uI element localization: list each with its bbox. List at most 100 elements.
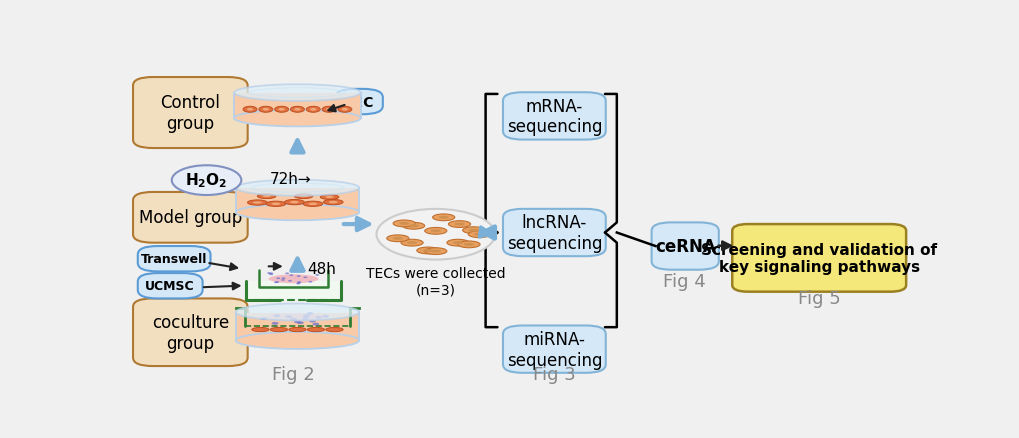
Circle shape <box>171 166 242 195</box>
Circle shape <box>293 321 301 324</box>
Text: mRNA-
sequencing: mRNA- sequencing <box>506 97 601 136</box>
Text: Fig 3: Fig 3 <box>533 365 575 383</box>
Ellipse shape <box>463 227 484 234</box>
Text: Control
group: Control group <box>160 94 220 133</box>
Ellipse shape <box>468 229 478 232</box>
Circle shape <box>315 316 322 319</box>
Ellipse shape <box>259 107 272 113</box>
Ellipse shape <box>424 228 446 235</box>
Ellipse shape <box>328 201 337 204</box>
Ellipse shape <box>234 85 361 102</box>
Ellipse shape <box>262 196 270 198</box>
Circle shape <box>280 279 284 281</box>
Ellipse shape <box>266 314 328 320</box>
Ellipse shape <box>253 202 262 204</box>
Text: miRNA-
sequencing: miRNA- sequencing <box>506 330 601 369</box>
Ellipse shape <box>303 201 322 207</box>
Ellipse shape <box>278 109 284 111</box>
Ellipse shape <box>417 247 438 254</box>
Circle shape <box>307 312 313 315</box>
Ellipse shape <box>452 242 463 245</box>
Ellipse shape <box>307 328 324 332</box>
Ellipse shape <box>430 230 440 233</box>
Ellipse shape <box>294 194 313 199</box>
Ellipse shape <box>268 275 318 284</box>
Circle shape <box>287 280 291 282</box>
Ellipse shape <box>392 220 415 227</box>
Text: coculture
group: coculture group <box>152 313 228 352</box>
Text: $\mathbf{H_2O_2}$: $\mathbf{H_2O_2}$ <box>185 171 227 190</box>
Ellipse shape <box>235 332 359 349</box>
FancyBboxPatch shape <box>138 273 203 299</box>
Circle shape <box>271 322 278 325</box>
Ellipse shape <box>432 215 454 221</box>
Ellipse shape <box>398 223 409 226</box>
Ellipse shape <box>235 205 359 221</box>
Ellipse shape <box>294 109 301 111</box>
Ellipse shape <box>323 200 342 205</box>
Circle shape <box>303 277 307 279</box>
Ellipse shape <box>252 328 269 332</box>
Text: lncRNA-
sequencing: lncRNA- sequencing <box>506 214 601 252</box>
Ellipse shape <box>263 109 269 111</box>
Ellipse shape <box>438 216 448 219</box>
Ellipse shape <box>270 328 287 332</box>
Ellipse shape <box>422 249 433 252</box>
Ellipse shape <box>248 201 267 206</box>
Ellipse shape <box>424 248 446 255</box>
FancyBboxPatch shape <box>138 247 210 272</box>
Circle shape <box>297 282 301 284</box>
Ellipse shape <box>474 233 484 236</box>
FancyBboxPatch shape <box>335 90 382 115</box>
Circle shape <box>309 320 316 323</box>
FancyBboxPatch shape <box>132 78 248 148</box>
FancyBboxPatch shape <box>246 281 340 300</box>
Ellipse shape <box>400 240 423 247</box>
Circle shape <box>322 315 329 318</box>
Circle shape <box>302 318 309 320</box>
FancyBboxPatch shape <box>132 193 248 243</box>
Ellipse shape <box>409 225 419 228</box>
Ellipse shape <box>300 196 308 198</box>
Circle shape <box>315 275 319 276</box>
Circle shape <box>273 314 280 318</box>
Ellipse shape <box>310 109 316 111</box>
Ellipse shape <box>288 328 306 332</box>
Text: TECs were collected
(n=3): TECs were collected (n=3) <box>366 267 505 297</box>
Ellipse shape <box>235 180 359 196</box>
Circle shape <box>297 276 301 277</box>
Circle shape <box>297 321 304 325</box>
Circle shape <box>308 281 312 283</box>
Ellipse shape <box>392 237 403 240</box>
FancyBboxPatch shape <box>502 93 605 140</box>
Ellipse shape <box>243 107 257 113</box>
Ellipse shape <box>284 200 304 205</box>
Ellipse shape <box>403 223 424 230</box>
FancyBboxPatch shape <box>234 93 361 120</box>
Ellipse shape <box>290 107 304 113</box>
FancyBboxPatch shape <box>235 313 359 342</box>
FancyBboxPatch shape <box>235 188 359 215</box>
Ellipse shape <box>386 235 409 242</box>
Text: Transwell: Transwell <box>141 253 207 265</box>
Ellipse shape <box>326 109 332 111</box>
Ellipse shape <box>257 194 275 199</box>
Ellipse shape <box>274 107 288 113</box>
Ellipse shape <box>464 243 474 246</box>
Circle shape <box>376 209 494 260</box>
FancyBboxPatch shape <box>732 225 905 292</box>
Ellipse shape <box>266 201 285 207</box>
Ellipse shape <box>325 328 342 332</box>
Ellipse shape <box>320 195 338 200</box>
Circle shape <box>269 273 273 275</box>
Ellipse shape <box>453 223 465 226</box>
FancyBboxPatch shape <box>502 326 605 373</box>
Ellipse shape <box>448 221 470 228</box>
Circle shape <box>281 278 285 279</box>
Circle shape <box>296 283 300 285</box>
Circle shape <box>260 318 267 320</box>
Circle shape <box>289 318 297 321</box>
Text: Model group: Model group <box>139 209 242 227</box>
Text: TEC: TEC <box>344 95 373 110</box>
Ellipse shape <box>322 107 335 113</box>
